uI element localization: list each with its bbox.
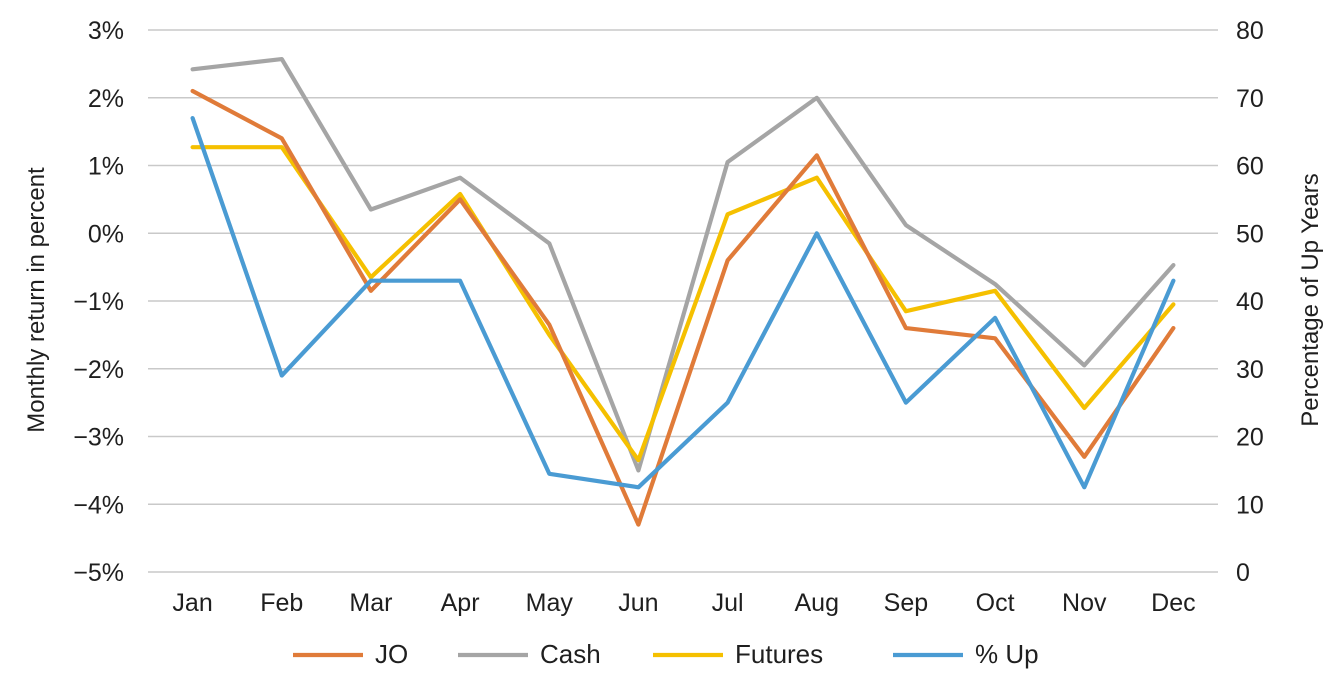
x-tick-label: Sep [884, 589, 928, 617]
legend: JO Cash Futures % Up [293, 639, 1039, 669]
right-axis-ticks: 80 70 60 50 40 30 20 10 0 [1236, 17, 1264, 587]
y2-tick-label: 40 [1236, 288, 1264, 316]
y-tick-label: −1% [73, 288, 124, 316]
y2-axis-title: Percentage of Up Years [1297, 173, 1324, 427]
legend-label: % Up [975, 639, 1039, 669]
x-tick-label: Jun [618, 589, 658, 617]
x-tick-label: Jul [712, 589, 744, 617]
x-tick-label: Feb [260, 589, 303, 617]
y-tick-label: 0% [88, 220, 124, 248]
y-axis-title: Monthly return in percent [23, 167, 50, 433]
series-line-jo [190, 88, 1176, 527]
y-tick-label: −5% [73, 559, 124, 587]
series-lines [190, 56, 1176, 527]
y-tick-label: 1% [88, 153, 124, 181]
x-tick-label: Dec [1151, 589, 1195, 617]
x-tick-label: Oct [976, 589, 1015, 617]
y2-tick-label: 0 [1236, 559, 1250, 587]
y-tick-label: −4% [73, 491, 124, 519]
x-tick-label: Nov [1062, 589, 1107, 617]
y2-tick-label: 50 [1236, 220, 1264, 248]
x-tick-label: May [526, 589, 574, 617]
x-tick-label: Jan [172, 589, 212, 617]
x-axis-ticks: Jan Feb Mar Apr May Jun Jul Aug Sep Oct Nov Dec [172, 589, 1195, 617]
y-tick-label: 2% [88, 85, 124, 113]
y2-tick-label: 30 [1236, 356, 1264, 384]
legend-label: Cash [540, 639, 601, 669]
legend-label: Futures [735, 639, 823, 669]
x-tick-label: Apr [441, 589, 480, 617]
series-line-up [190, 115, 1176, 490]
y2-tick-label: 60 [1236, 153, 1264, 181]
y-tick-label: −3% [73, 424, 124, 452]
y2-tick-label: 70 [1236, 85, 1264, 113]
y2-tick-label: 10 [1236, 491, 1264, 519]
series-line-futures [190, 145, 1176, 463]
y2-tick-label: 80 [1236, 17, 1264, 45]
series-line-cash [190, 56, 1176, 473]
y2-tick-label: 20 [1236, 424, 1264, 452]
gridlines [148, 29, 1218, 573]
legend-label: JO [375, 639, 408, 669]
y-tick-label: −2% [73, 356, 124, 384]
x-tick-label: Mar [349, 589, 392, 617]
y-tick-label: 3% [88, 17, 124, 45]
x-tick-label: Aug [795, 589, 839, 617]
left-axis-ticks: 3% 2% 1% 0% −1% −2% −3% −4% −5% [73, 17, 124, 587]
